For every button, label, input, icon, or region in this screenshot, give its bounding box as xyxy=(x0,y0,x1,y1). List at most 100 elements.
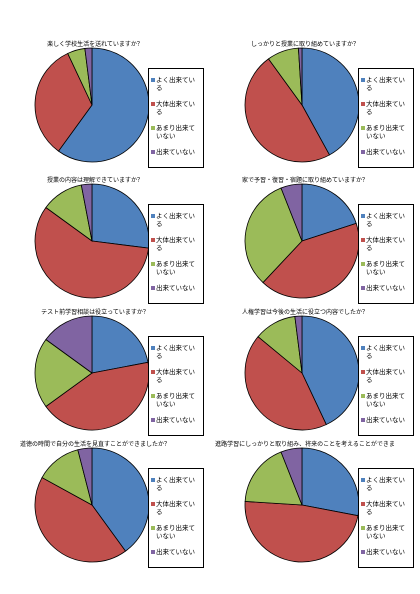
legend-swatch xyxy=(361,394,365,398)
legend-label: 大体出来ている xyxy=(366,100,405,116)
pie-slice xyxy=(84,47,93,106)
legend-label: 出来ていない xyxy=(156,548,195,556)
legend-label: 出来ていない xyxy=(366,416,405,424)
chart-title: 家で予習・復習・宿題に取り組めていますか？ xyxy=(241,177,368,184)
legend-item: あまり出来ていない xyxy=(151,524,201,540)
legend: よく出来ている 大体出来ている あまり出来ていない出来ていない xyxy=(148,204,204,304)
legend-label: よく出来ている xyxy=(366,76,405,92)
pie-slice xyxy=(244,451,303,506)
legend-label: あまり出来ていない xyxy=(366,524,405,540)
legend-swatch xyxy=(151,126,155,130)
pie-slice xyxy=(91,315,149,374)
pie-slice xyxy=(57,47,150,163)
chart-title: テスト前学習相談は役立っていますか？ xyxy=(41,309,149,316)
legend-swatch xyxy=(151,150,155,154)
legend-swatch xyxy=(361,370,365,374)
legend-item: 大体出来ている xyxy=(151,368,201,384)
legend-swatch xyxy=(151,102,155,106)
legend-label: 大体出来ている xyxy=(366,368,405,384)
chart-title: 授業の内容は理解できていますか？ xyxy=(46,177,143,184)
legend: よく出来ている 大体出来ている あまり出来ていない出来ていない xyxy=(358,204,414,304)
pie-chart xyxy=(244,315,360,431)
legend-swatch xyxy=(151,214,155,218)
legend-item: 大体出来ている xyxy=(361,500,411,516)
pie-chart xyxy=(34,183,150,299)
legend-swatch xyxy=(361,238,365,242)
legend: よく出来ている 大体出来ている あまり出来ていない出来ていない xyxy=(148,468,204,568)
legend-swatch xyxy=(361,478,365,482)
legend-swatch xyxy=(151,78,155,82)
legend-swatch xyxy=(151,346,155,350)
chart-title: しっかりと授業に取り組めていますか？ xyxy=(250,41,359,48)
legend-item: よく出来ている xyxy=(361,76,411,92)
legend-item: 出来ていない xyxy=(151,284,201,292)
legend-swatch xyxy=(361,286,365,290)
pie-slice xyxy=(244,336,327,431)
pie-slice xyxy=(280,183,303,242)
legend-label: 出来ていない xyxy=(156,416,195,424)
legend-item: よく出来ている xyxy=(361,476,411,492)
legend-swatch xyxy=(151,526,155,530)
legend-label: よく出来ている xyxy=(156,344,195,360)
legend-item: よく出来ている xyxy=(151,76,201,92)
legend-label: あまり出来ていない xyxy=(366,260,405,276)
legend-item: あまり出来ていない xyxy=(361,124,411,140)
pie-slice xyxy=(301,447,360,517)
legend-label: 大体出来ている xyxy=(156,236,195,252)
pie-slice xyxy=(244,58,331,163)
legend-label: よく出来ている xyxy=(366,344,405,360)
pie-chart xyxy=(34,47,150,163)
chart-title: 道徳の時間で自分の生活を見直すことができましたか？ xyxy=(19,441,170,448)
pie-slice xyxy=(294,315,303,374)
legend-label: 大体出来ている xyxy=(156,500,195,516)
pie-slice xyxy=(91,183,150,249)
legend-swatch xyxy=(361,262,365,266)
legend-item: 出来ていない xyxy=(361,548,411,556)
legend-label: あまり出来ていない xyxy=(156,124,195,140)
legend-label: 出来ていない xyxy=(366,284,405,292)
legend-item: あまり出来ていない xyxy=(361,260,411,276)
legend-label: よく出来ている xyxy=(366,476,405,492)
legend-item: あまり出来ていない xyxy=(361,524,411,540)
legend-label: よく出来ている xyxy=(156,212,195,228)
legend: よく出来ている 大体出来ている あまり出来ていない出来ていない xyxy=(148,68,204,168)
legend-label: あまり出来ていない xyxy=(156,524,195,540)
legend-swatch xyxy=(151,502,155,506)
legend-label: あまり出来ていない xyxy=(156,392,195,408)
legend-item: あまり出来ていない xyxy=(151,260,201,276)
legend-item: よく出来ている xyxy=(361,344,411,360)
legend-label: よく出来ている xyxy=(156,76,195,92)
pie-chart xyxy=(244,447,360,563)
legend-label: 大体出来ている xyxy=(156,368,195,384)
legend-label: よく出来ている xyxy=(156,476,195,492)
legend-label: 大体出来ている xyxy=(366,236,405,252)
legend-swatch xyxy=(151,550,155,554)
legend-swatch xyxy=(151,418,155,422)
legend-label: よく出来ている xyxy=(366,212,405,228)
pie-slice xyxy=(45,315,93,374)
pie-slice xyxy=(301,315,360,426)
pie-slice xyxy=(301,47,360,156)
legend-swatch xyxy=(361,550,365,554)
pie-slice xyxy=(80,183,93,242)
legend-item: よく出来ている xyxy=(151,476,201,492)
legend: よく出来ている 大体出来ている あまり出来ていない出来ていない xyxy=(148,336,204,436)
legend-swatch xyxy=(361,102,365,106)
legend-item: 出来ていない xyxy=(361,416,411,424)
legend-label: 出来ていない xyxy=(366,548,405,556)
legend-label: 大体出来ている xyxy=(366,500,405,516)
legend-swatch xyxy=(361,526,365,530)
legend-swatch xyxy=(361,150,365,154)
pie-slice xyxy=(91,447,150,552)
legend-item: 出来ていない xyxy=(151,148,201,156)
pie-slice xyxy=(34,52,93,152)
legend-item: よく出来ている xyxy=(361,212,411,228)
pie-chart xyxy=(244,47,360,163)
legend-item: 出来ていない xyxy=(151,416,201,424)
legend-item: 出来ていない xyxy=(151,548,201,556)
legend-item: 大体出来ている xyxy=(151,500,201,516)
legend-item: 大体出来ている xyxy=(151,236,201,252)
legend: よく出来ている 大体出来ている あまり出来ていない 出来ていない xyxy=(358,68,414,168)
legend-label: あまり出来ていない xyxy=(366,392,405,408)
legend-label: 大体出来ている xyxy=(156,100,195,116)
